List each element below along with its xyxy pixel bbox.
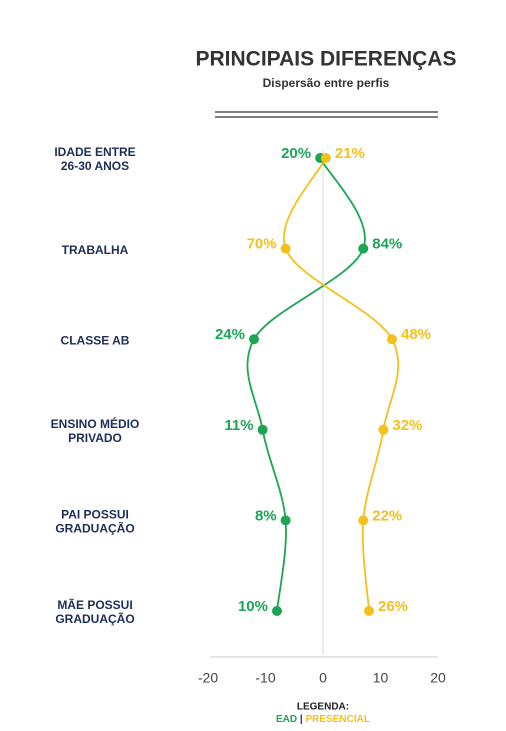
data-label: 70% bbox=[247, 236, 277, 253]
data-label: 32% bbox=[392, 417, 422, 434]
data-label: 10% bbox=[238, 598, 268, 615]
data-label: 11% bbox=[224, 417, 253, 434]
x-tick-label: -10 bbox=[255, 670, 275, 686]
x-tick-label: -20 bbox=[198, 670, 218, 686]
x-tick-label: 10 bbox=[373, 670, 389, 686]
chart-title: PRINCIPAIS DIFERENÇAS bbox=[196, 48, 457, 71]
legend-title: LEGENDA: bbox=[297, 702, 349, 713]
category-label: TRABALHA bbox=[62, 243, 129, 257]
point bbox=[387, 334, 397, 345]
series-curve bbox=[283, 157, 400, 612]
series-curve bbox=[246, 157, 366, 612]
category-label: 26-30 ANOS bbox=[61, 159, 129, 173]
point bbox=[272, 606, 282, 616]
data-label: 8% bbox=[255, 507, 277, 524]
category-label: ENSINO MÉDIO bbox=[51, 416, 140, 431]
x-tick-label: 20 bbox=[430, 670, 446, 686]
point bbox=[257, 424, 268, 435]
point bbox=[280, 243, 291, 254]
chart-subtitle: Dispersão entre perfis bbox=[263, 76, 390, 90]
point bbox=[358, 243, 369, 254]
data-label: 24% bbox=[215, 326, 245, 343]
legend-entry: EAD bbox=[276, 714, 297, 725]
data-label: 48% bbox=[401, 326, 431, 343]
category-label: IDADE ENTRE bbox=[54, 145, 135, 159]
point bbox=[249, 334, 259, 345]
category-label: GRADUAÇÃO bbox=[55, 521, 134, 536]
point bbox=[364, 606, 374, 616]
point bbox=[378, 424, 389, 435]
legend-entry: PRESENCIAL bbox=[306, 714, 370, 725]
data-label: 20% bbox=[281, 145, 311, 162]
data-label: 84% bbox=[372, 236, 402, 253]
category-label: PRIVADO bbox=[68, 431, 122, 445]
category-label: CLASSE AB bbox=[61, 333, 130, 347]
point bbox=[358, 515, 369, 526]
category-label: GRADUAÇÃO bbox=[55, 611, 134, 626]
data-label: 21% bbox=[335, 145, 365, 162]
data-label: 26% bbox=[378, 598, 408, 615]
category-label: MÃE POSSUI bbox=[57, 597, 132, 612]
data-label: 22% bbox=[372, 507, 402, 524]
point bbox=[280, 515, 291, 526]
legend: EAD | PRESENCIAL bbox=[276, 714, 370, 725]
point bbox=[320, 153, 331, 163]
legend-separator: | bbox=[300, 714, 303, 725]
x-tick-label: 0 bbox=[319, 670, 327, 686]
category-label: PAI POSSUI bbox=[61, 508, 129, 522]
